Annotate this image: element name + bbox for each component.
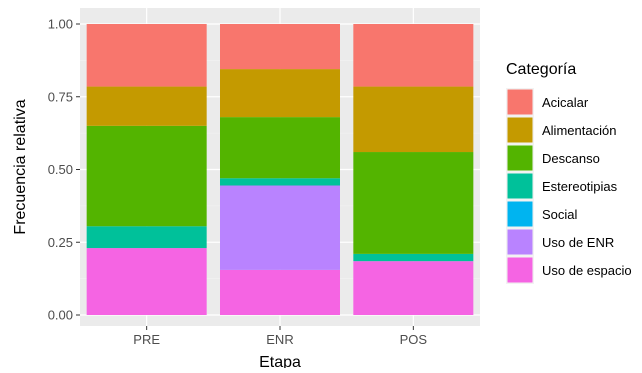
legend-label: Uso de ENR	[542, 235, 614, 250]
legend-label: Social	[542, 207, 578, 222]
legend-label: Estereotipias	[542, 179, 618, 194]
x-tick-label: PRE	[133, 332, 160, 347]
bar-segment-estereotipias-pre	[86, 226, 207, 249]
bar-segment-acicalar-enr	[220, 24, 340, 70]
bar-segment-alimentaci-n-pre	[86, 86, 207, 126]
legend-title: Categoría	[506, 61, 576, 78]
bar-segment-alimentaci-n-pos	[353, 86, 474, 153]
bar-segment-uso-de-enr-enr	[220, 185, 340, 270]
bar-segment-alimentaci-n-enr	[220, 69, 340, 118]
y-tick-label: 0.00	[48, 308, 73, 323]
legend-swatch	[507, 117, 533, 143]
bar-segment-uso-de-espacio-pre	[86, 248, 207, 315]
y-tick-label: 1.00	[48, 17, 73, 32]
legend-swatch	[507, 257, 533, 283]
legend-swatch	[507, 201, 533, 227]
legend-label: Alimentación	[542, 123, 616, 138]
x-tick-label: ENR	[266, 332, 293, 347]
legend-swatch	[507, 229, 533, 255]
bar-segment-descanso-pos	[353, 152, 474, 254]
bar-segment-descanso-enr	[220, 117, 340, 179]
bar-segment-acicalar-pos	[353, 24, 474, 87]
bar-segment-uso-de-espacio-pos	[353, 261, 474, 315]
bar-segment-estereotipias-pos	[353, 253, 474, 262]
legend-swatch	[507, 89, 533, 115]
legend-label: Uso de espacio	[542, 263, 632, 278]
bar-segment-uso-de-espacio-enr	[220, 269, 340, 315]
bar-segment-acicalar-pre	[86, 24, 207, 87]
bar-segment-descanso-pre	[86, 125, 207, 227]
legend-swatch	[507, 145, 533, 171]
x-axis-title: Etapa	[259, 354, 301, 368]
y-tick-label: 0.25	[48, 235, 73, 250]
y-tick-label: 0.50	[48, 162, 73, 177]
legend-label: Descanso	[542, 151, 600, 166]
x-tick-label: POS	[400, 332, 428, 347]
y-tick-label: 0.75	[48, 89, 73, 104]
legend-swatch	[507, 173, 533, 199]
legend-label: Acicalar	[542, 95, 589, 110]
bar-segment-estereotipias-enr	[220, 178, 340, 186]
y-axis-title: Frecuencia relativa	[12, 99, 29, 234]
